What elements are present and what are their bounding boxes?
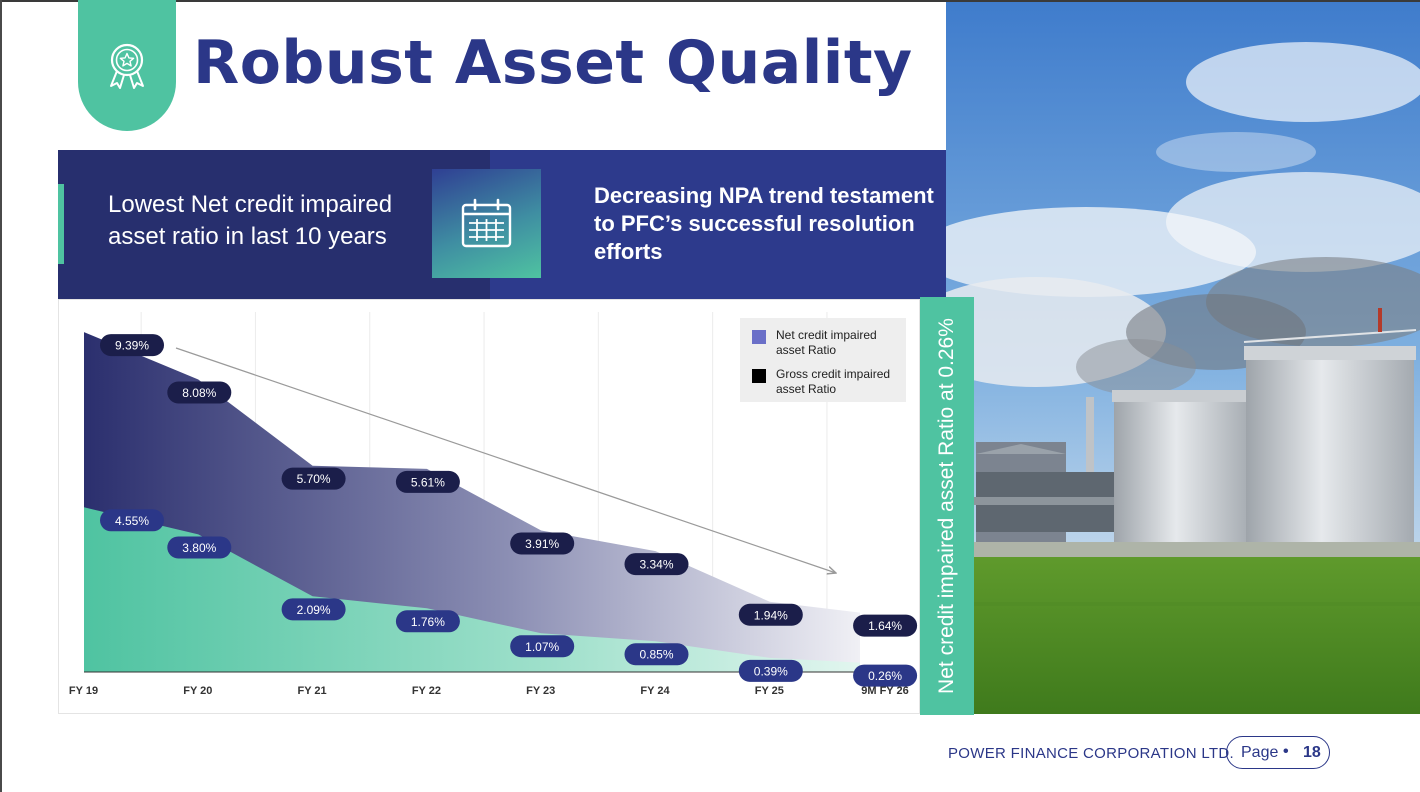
gross-data-label: 1.64% <box>853 614 918 637</box>
svg-text:1.76%: 1.76% <box>411 615 445 629</box>
net-data-label: 0.26% <box>853 664 918 687</box>
trend-arrow <box>175 347 836 573</box>
gross-data-label: 3.34% <box>624 553 689 576</box>
page-label: Page <box>1241 744 1279 761</box>
legend-swatch-net <box>752 330 766 344</box>
x-tick-label: FY 19 <box>69 685 98 697</box>
gross-data-label: 1.94% <box>738 603 803 626</box>
svg-text:3.80%: 3.80% <box>182 541 216 555</box>
page-title: Robust Asset Quality <box>193 28 913 98</box>
svg-text:8.08%: 8.08% <box>182 386 216 400</box>
legend-label-net: Net credit impaired asset Ratio <box>776 328 877 357</box>
net-data-label: 2.09% <box>281 598 346 621</box>
npa-area-chart: 9.39% 4.55% 8.08% 3.80% 5.70% 2.09% 5.61% 1.76%… <box>69 312 918 697</box>
page-separator: • <box>1283 743 1289 760</box>
svg-text:9.39%: 9.39% <box>115 339 149 353</box>
gross-data-label: 9.39% <box>100 334 164 357</box>
gross-data-label: 8.08% <box>167 381 232 404</box>
x-tick-label: FY 23 <box>526 685 555 697</box>
svg-text:5.61%: 5.61% <box>411 475 445 489</box>
net-data-label: 3.80% <box>167 536 232 559</box>
x-tick-label: FY 21 <box>298 685 327 697</box>
svg-text:3.91%: 3.91% <box>525 537 559 551</box>
net-data-label: 1.76% <box>395 610 460 633</box>
svg-text:3.34%: 3.34% <box>639 558 673 572</box>
svg-text:4.55%: 4.55% <box>115 514 149 528</box>
svg-text:1.94%: 1.94% <box>754 608 788 622</box>
svg-text:5.70%: 5.70% <box>297 472 331 486</box>
x-tick-label: FY 20 <box>183 685 212 697</box>
net-data-label: 0.39% <box>738 659 803 682</box>
gross-data-label: 5.70% <box>281 467 346 490</box>
x-tick-label: FY 24 <box>640 685 670 697</box>
banner-accent-bar <box>58 184 64 264</box>
award-ribbon-icon <box>110 43 144 89</box>
title-badge <box>78 0 176 131</box>
industrial-photo <box>946 2 1420 714</box>
banner-right-panel <box>490 150 946 299</box>
gross-data-label: 3.91% <box>510 532 575 555</box>
x-tick-label: 9M FY 26 <box>861 685 909 697</box>
svg-text:1.07%: 1.07% <box>525 640 559 654</box>
banner-left-text: Lowest Net credit impaired asset ratio i… <box>108 191 393 250</box>
svg-text:0.85%: 0.85% <box>639 648 673 662</box>
net-data-label: 0.85% <box>624 643 689 666</box>
chart-legend: Net credit impaired asset Ratio Gross cr… <box>740 318 906 402</box>
calendar-icon <box>461 198 512 248</box>
banner-left-panel <box>58 150 492 299</box>
gross-data-label: 5.61% <box>395 470 460 493</box>
vertical-caption: Net credit impaired asset Ratio at 0.26% <box>935 318 958 694</box>
svg-text:2.09%: 2.09% <box>297 603 331 617</box>
net-data-label: 1.07% <box>510 635 575 658</box>
svg-text:0.26%: 0.26% <box>868 669 902 683</box>
x-tick-label: FY 25 <box>755 685 784 697</box>
page-indicator: Page • 18 <box>1226 736 1330 769</box>
banner-right-text: Decreasing NPA trend testament to PFC’s … <box>594 183 934 264</box>
footer-company: POWER FINANCE CORPORATION LTD. <box>948 745 1234 762</box>
page-number: 18 <box>1303 744 1321 761</box>
legend-label-gross: Gross credit impaired asset Ratio <box>776 367 891 396</box>
caption-strip <box>920 297 974 715</box>
top-border <box>0 0 1420 2</box>
calendar-tile <box>432 169 541 278</box>
svg-text:1.64%: 1.64% <box>868 619 902 633</box>
net-ratio-area <box>84 507 860 672</box>
left-border <box>0 0 2 792</box>
net-data-label: 4.55% <box>100 509 164 532</box>
svg-text:0.39%: 0.39% <box>754 664 788 678</box>
legend-swatch-gross <box>752 369 766 383</box>
x-tick-label: FY 22 <box>412 685 441 697</box>
